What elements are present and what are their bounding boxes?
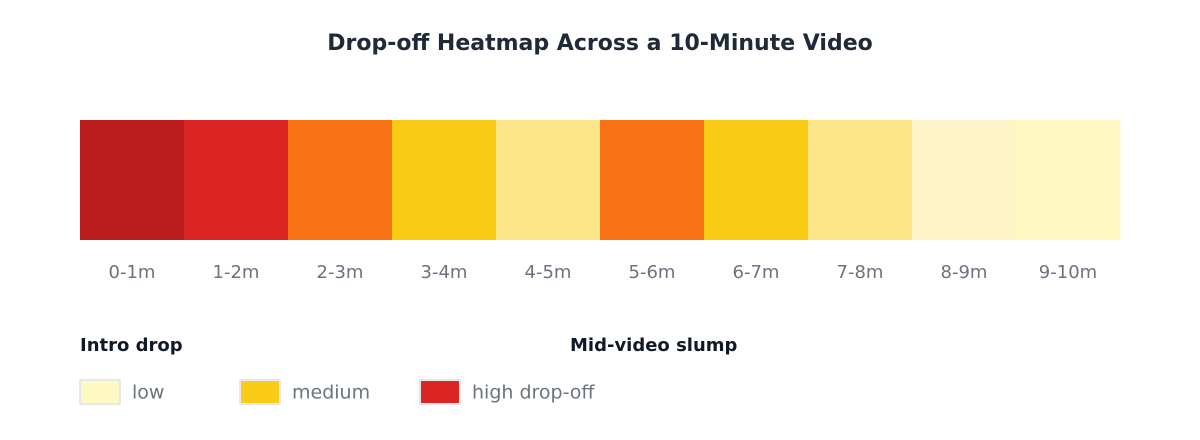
heat-cell: [288, 120, 393, 240]
heat-cell: [600, 120, 705, 240]
heat-cell: [392, 120, 497, 240]
x-tick-label: 1-2m: [213, 262, 260, 283]
chart-title: Drop-off Heatmap Across a 10-Minute Vide…: [327, 31, 873, 56]
heat-cell: [912, 120, 1017, 240]
x-tick-label: 4-5m: [525, 262, 572, 283]
x-tick-label: 2-3m: [317, 262, 364, 283]
legend-swatch: [79, 379, 121, 405]
heat-cell: [80, 120, 185, 240]
x-tick-label: 5-6m: [629, 262, 676, 283]
x-tick-label: 6-7m: [733, 262, 780, 283]
heat-cell: [184, 120, 289, 240]
x-tick-label: 7-8m: [837, 262, 884, 283]
legend-swatch: [239, 379, 281, 405]
heat-cell: [1016, 120, 1121, 240]
legend-label: high drop-off: [472, 382, 595, 404]
heat-cell: [808, 120, 913, 240]
legend-label: medium: [292, 382, 370, 404]
x-tick-label: 9-10m: [1039, 262, 1097, 283]
annotation: Mid-video slump: [570, 335, 738, 356]
heat-cell: [496, 120, 601, 240]
heat-cell: [704, 120, 809, 240]
legend-swatch: [419, 379, 461, 405]
x-tick-label: 3-4m: [421, 262, 468, 283]
legend-label: low: [132, 382, 164, 404]
x-tick-label: 0-1m: [109, 262, 156, 283]
x-tick-label: 8-9m: [941, 262, 988, 283]
annotation: Intro drop: [80, 335, 183, 356]
